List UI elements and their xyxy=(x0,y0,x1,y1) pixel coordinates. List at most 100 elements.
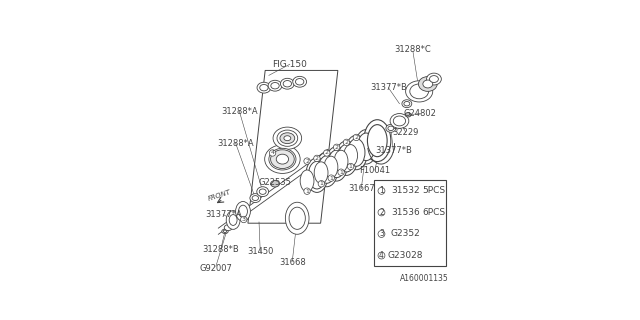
Text: 31288*B: 31288*B xyxy=(202,244,239,253)
Ellipse shape xyxy=(335,141,358,175)
Ellipse shape xyxy=(344,145,358,166)
Text: 2: 2 xyxy=(335,145,339,150)
Text: 31536: 31536 xyxy=(391,208,420,217)
Ellipse shape xyxy=(348,139,365,166)
Ellipse shape xyxy=(394,116,406,126)
Ellipse shape xyxy=(229,215,237,225)
Circle shape xyxy=(378,252,385,259)
Text: 2: 2 xyxy=(315,156,319,161)
Ellipse shape xyxy=(404,101,410,106)
Ellipse shape xyxy=(289,207,305,229)
Ellipse shape xyxy=(423,80,433,88)
Ellipse shape xyxy=(269,148,296,170)
Circle shape xyxy=(324,150,330,156)
Text: 31377*B: 31377*B xyxy=(370,83,407,92)
Text: 3: 3 xyxy=(379,229,384,238)
Ellipse shape xyxy=(326,147,348,181)
Circle shape xyxy=(318,180,324,187)
Text: 31288*A: 31288*A xyxy=(221,107,258,116)
Text: FRONT: FRONT xyxy=(207,189,232,202)
Circle shape xyxy=(338,169,344,175)
Ellipse shape xyxy=(427,73,442,85)
Ellipse shape xyxy=(314,162,328,184)
Ellipse shape xyxy=(271,83,279,89)
Text: 5PCS: 5PCS xyxy=(422,186,445,195)
Circle shape xyxy=(378,209,385,216)
Circle shape xyxy=(269,150,276,156)
Text: 1: 1 xyxy=(339,170,343,175)
Ellipse shape xyxy=(308,161,326,189)
Ellipse shape xyxy=(284,136,291,141)
Text: 1: 1 xyxy=(329,176,333,180)
Ellipse shape xyxy=(300,170,314,192)
Ellipse shape xyxy=(276,154,289,164)
Ellipse shape xyxy=(273,127,301,149)
Ellipse shape xyxy=(259,189,266,194)
Circle shape xyxy=(241,216,247,223)
Text: 31288*A: 31288*A xyxy=(218,139,254,148)
Ellipse shape xyxy=(239,205,248,218)
Ellipse shape xyxy=(260,84,268,91)
Ellipse shape xyxy=(410,84,429,99)
Ellipse shape xyxy=(268,80,282,91)
Circle shape xyxy=(343,139,349,146)
Circle shape xyxy=(314,155,320,162)
Text: 1: 1 xyxy=(349,164,353,169)
Ellipse shape xyxy=(402,100,412,108)
Ellipse shape xyxy=(328,150,345,178)
Ellipse shape xyxy=(226,211,240,229)
Text: 31532: 31532 xyxy=(391,186,420,195)
Ellipse shape xyxy=(222,229,228,234)
Text: G22535: G22535 xyxy=(259,178,291,187)
Text: 31667: 31667 xyxy=(348,184,374,193)
Text: A160001135: A160001135 xyxy=(400,274,449,283)
Ellipse shape xyxy=(296,79,304,85)
Ellipse shape xyxy=(355,130,378,164)
Ellipse shape xyxy=(405,113,411,117)
Text: 3: 3 xyxy=(242,217,246,222)
Circle shape xyxy=(348,163,354,170)
Text: G2352: G2352 xyxy=(391,229,420,238)
Ellipse shape xyxy=(345,135,367,170)
Ellipse shape xyxy=(338,144,355,172)
Text: 31668: 31668 xyxy=(279,258,306,267)
Text: 4: 4 xyxy=(271,150,275,156)
Circle shape xyxy=(378,188,385,194)
Ellipse shape xyxy=(252,196,259,201)
Circle shape xyxy=(378,230,385,237)
Text: 31377*A: 31377*A xyxy=(205,210,242,219)
Ellipse shape xyxy=(250,194,260,203)
Ellipse shape xyxy=(306,158,328,192)
Bar xyxy=(374,180,446,266)
Text: 1: 1 xyxy=(305,189,309,194)
Ellipse shape xyxy=(257,187,269,196)
Ellipse shape xyxy=(358,133,375,161)
Circle shape xyxy=(328,175,335,181)
Text: 31450: 31450 xyxy=(247,247,273,256)
Ellipse shape xyxy=(285,202,309,234)
Text: 31377*B: 31377*B xyxy=(375,146,412,155)
Ellipse shape xyxy=(271,180,280,187)
Text: G92007: G92007 xyxy=(200,264,232,273)
Ellipse shape xyxy=(236,202,250,221)
Ellipse shape xyxy=(419,76,437,92)
Ellipse shape xyxy=(386,124,396,132)
Ellipse shape xyxy=(429,76,438,83)
Ellipse shape xyxy=(390,114,409,128)
Polygon shape xyxy=(218,149,328,234)
Ellipse shape xyxy=(280,133,295,144)
Text: 31288*C: 31288*C xyxy=(395,45,431,54)
Text: 32229: 32229 xyxy=(392,128,419,137)
Ellipse shape xyxy=(271,150,294,169)
Text: 4: 4 xyxy=(379,251,384,260)
Text: G24802: G24802 xyxy=(404,109,437,118)
Text: 2: 2 xyxy=(355,135,358,140)
Circle shape xyxy=(304,158,310,164)
Ellipse shape xyxy=(292,76,307,87)
Text: 2: 2 xyxy=(324,150,329,156)
Ellipse shape xyxy=(265,145,300,173)
Ellipse shape xyxy=(334,150,348,172)
Circle shape xyxy=(304,188,310,194)
Ellipse shape xyxy=(280,78,294,89)
Text: 1: 1 xyxy=(379,186,384,195)
